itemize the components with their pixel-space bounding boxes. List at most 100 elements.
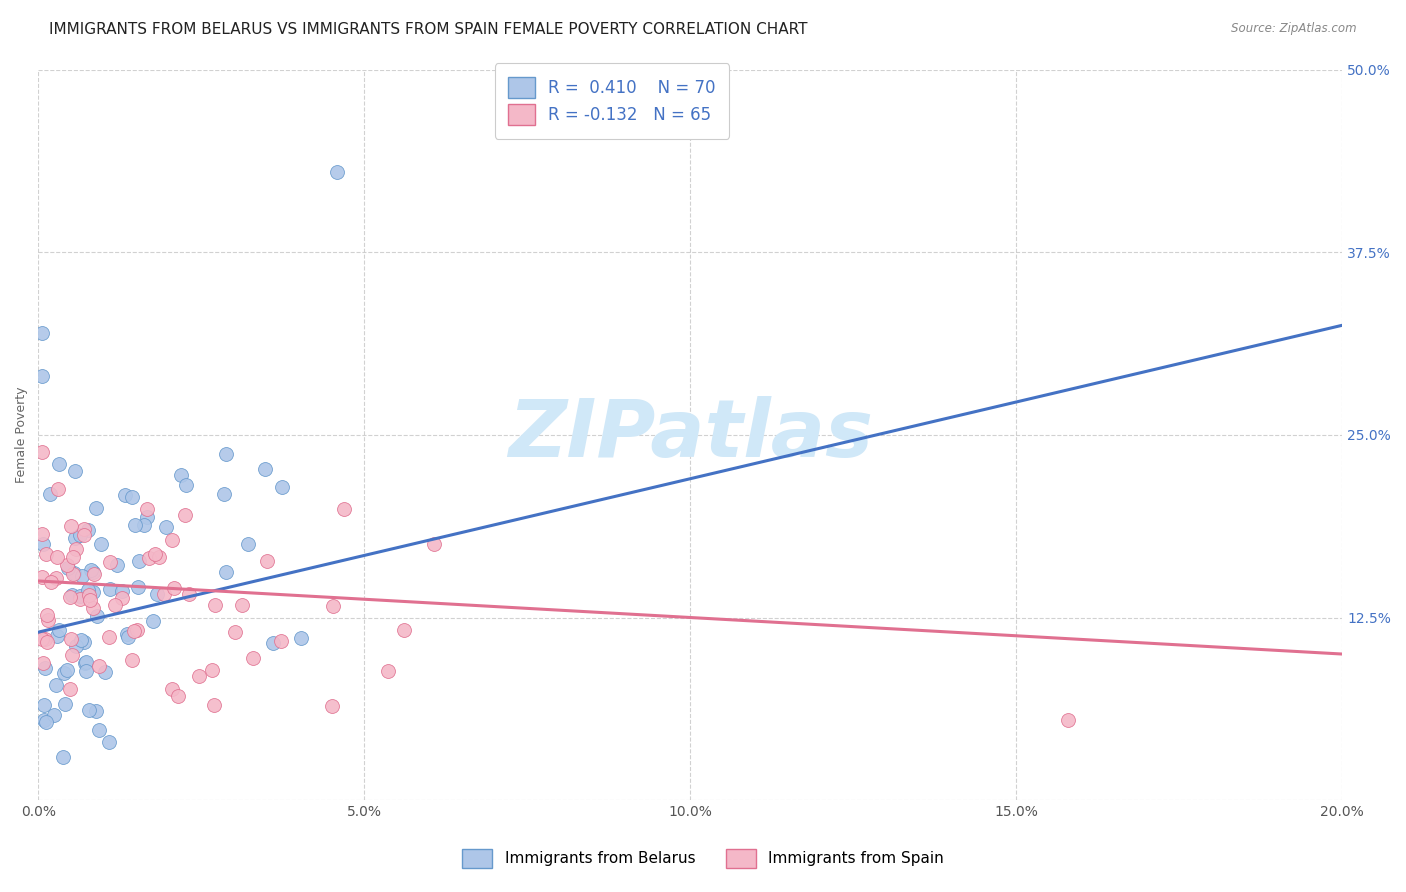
Point: [87, 723, 110, 738]
Point: [60, 648, 83, 663]
Point: [105, 558, 128, 573]
Point: [177, 587, 200, 601]
Point: [63, 464, 86, 478]
Point: [163, 582, 186, 596]
Point: [146, 587, 169, 601]
Point: [111, 584, 134, 599]
Point: [136, 501, 159, 516]
Point: [45, 550, 67, 565]
Point: [77, 703, 100, 717]
Point: [59, 590, 82, 604]
Point: [98, 582, 121, 597]
Point: [174, 478, 197, 492]
Point: [423, 537, 446, 551]
Point: [72, 634, 94, 648]
Point: [38, 487, 60, 501]
Point: [82, 585, 104, 599]
Point: [290, 632, 312, 646]
Point: [143, 547, 166, 561]
Point: [37, 634, 59, 648]
Point: [56, 561, 79, 575]
Point: [42, 707, 65, 722]
Point: [86, 609, 108, 624]
Point: [34, 632, 56, 646]
Point: [134, 518, 156, 533]
Point: [84, 500, 107, 515]
Point: [76, 664, 98, 678]
Point: [167, 689, 190, 703]
Point: [31, 445, 53, 459]
Point: [188, 669, 211, 683]
Point: [56, 558, 79, 573]
Point: [39, 575, 62, 590]
Point: [46, 629, 69, 643]
Point: [35, 548, 58, 562]
Point: [377, 664, 399, 678]
Point: [52, 749, 75, 764]
Point: [72, 522, 94, 536]
Point: [83, 567, 105, 582]
Text: IMMIGRANTS FROM BELARUS VS IMMIGRANTS FROM SPAIN FEMALE POVERTY CORRELATION CHAR: IMMIGRANTS FROM BELARUS VS IMMIGRANTS FR…: [49, 22, 807, 37]
Point: [127, 580, 149, 594]
Point: [35, 714, 58, 729]
Point: [31, 369, 53, 384]
Point: [65, 542, 87, 557]
Point: [392, 623, 415, 637]
Point: [69, 590, 91, 604]
Point: [89, 658, 111, 673]
Point: [127, 623, 149, 637]
Point: [98, 630, 121, 644]
Point: [76, 523, 98, 537]
Point: [60, 632, 83, 647]
Point: [270, 633, 292, 648]
Point: [53, 697, 76, 711]
Point: [160, 533, 183, 547]
Point: [82, 601, 104, 615]
Point: [45, 571, 67, 585]
Point: [31, 570, 53, 584]
Point: [31, 657, 53, 671]
Y-axis label: Female Poverty: Female Poverty: [15, 386, 28, 483]
Point: [59, 681, 82, 696]
Point: [63, 531, 86, 545]
Point: [224, 625, 246, 640]
Point: [231, 598, 253, 612]
Point: [69, 527, 91, 541]
Point: [32, 714, 55, 728]
Point: [104, 599, 127, 613]
Point: [69, 592, 91, 607]
Point: [170, 467, 193, 482]
Point: [35, 608, 58, 623]
Point: [56, 664, 79, 678]
Point: [31, 537, 53, 551]
Text: ZIPatlas: ZIPatlas: [508, 396, 873, 474]
Point: [121, 652, 143, 666]
Point: [98, 555, 121, 569]
Point: [236, 537, 259, 551]
Point: [122, 624, 145, 638]
Point: [62, 550, 84, 565]
Point: [270, 480, 292, 494]
Point: [52, 665, 75, 680]
Point: [138, 551, 160, 566]
Legend: R =  0.410    N = 70, R = -0.132   N = 65: R = 0.410 N = 70, R = -0.132 N = 65: [495, 63, 730, 138]
Point: [136, 510, 159, 524]
Point: [32, 698, 55, 712]
Point: [155, 520, 177, 534]
Point: [148, 550, 170, 565]
Point: [94, 665, 117, 679]
Point: [212, 487, 235, 501]
Point: [333, 501, 356, 516]
Point: [215, 447, 238, 461]
Point: [117, 630, 139, 644]
Point: [62, 566, 84, 581]
Point: [82, 565, 104, 579]
Point: [1057, 713, 1080, 727]
Point: [215, 565, 238, 579]
Point: [65, 639, 87, 653]
Point: [90, 537, 112, 551]
Point: [142, 614, 165, 628]
Point: [173, 508, 195, 522]
Point: [70, 569, 93, 583]
Point: [77, 583, 100, 598]
